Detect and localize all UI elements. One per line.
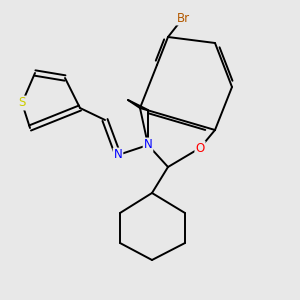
Text: N: N bbox=[144, 139, 152, 152]
Text: O: O bbox=[195, 142, 205, 154]
Text: Br: Br bbox=[176, 11, 190, 25]
Text: N: N bbox=[114, 148, 122, 161]
Text: S: S bbox=[18, 97, 26, 110]
